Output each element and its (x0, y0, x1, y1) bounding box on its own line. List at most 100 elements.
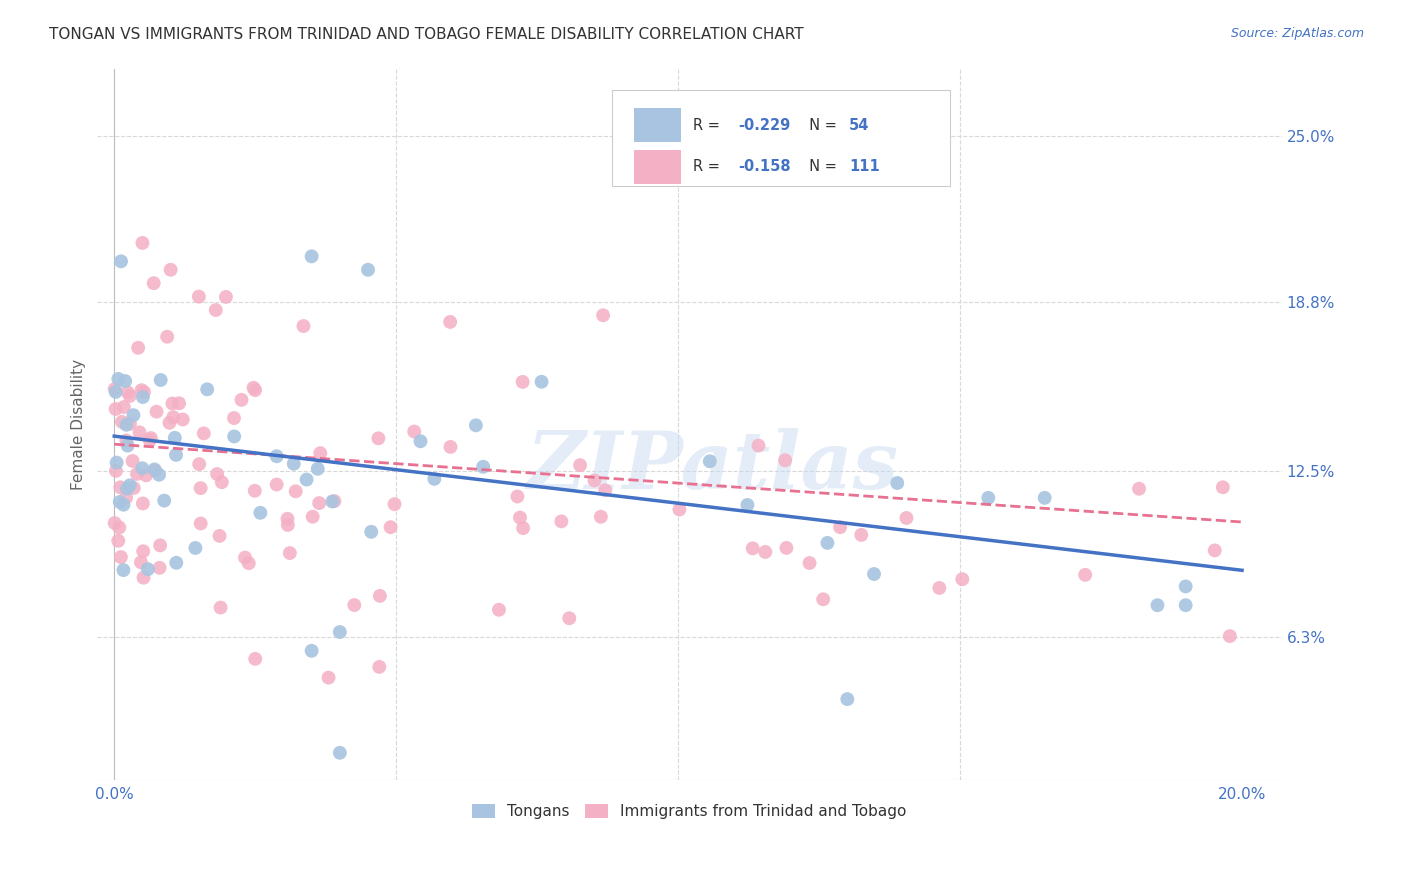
Point (1219, 629, 1241, 643)
Point (121, 454, 143, 468)
Y-axis label: Female Disability: Female Disability (72, 359, 86, 490)
FancyBboxPatch shape (613, 90, 950, 186)
Point (211, 475, 233, 490)
Point (104, 382, 127, 396)
Point (205, 467, 228, 481)
Point (163, 431, 186, 445)
Point (117, 385, 139, 400)
Point (977, 491, 1000, 505)
Point (135, 468, 157, 483)
Point (283, 457, 305, 471)
Point (384, 497, 406, 511)
Point (472, 459, 495, 474)
Point (380, 520, 402, 534)
Point (188, 457, 211, 471)
Point (295, 473, 318, 487)
Point (167, 396, 190, 410)
Point (863, 567, 886, 582)
Point (104, 516, 127, 530)
Point (368, 589, 391, 603)
Point (509, 510, 531, 524)
Point (699, 454, 721, 468)
Point (132, 496, 155, 510)
Point (112, 400, 135, 414)
Point (118, 417, 141, 431)
Point (741, 541, 763, 556)
Point (367, 431, 389, 445)
Point (165, 556, 187, 570)
Point (506, 490, 529, 504)
Point (127, 341, 149, 355)
Point (193, 426, 215, 441)
Point (589, 509, 612, 524)
Point (318, 671, 340, 685)
Point (131, 235, 153, 250)
Point (139, 431, 162, 445)
Point (276, 512, 298, 526)
Point (149, 538, 172, 552)
Point (754, 545, 776, 559)
Point (233, 550, 256, 565)
Point (530, 375, 553, 389)
Point (162, 410, 184, 425)
Point (266, 477, 288, 491)
Point (108, 495, 131, 509)
Point (569, 458, 592, 472)
Text: -0.158: -0.158 (738, 159, 790, 174)
Point (122, 481, 145, 495)
Point (592, 308, 614, 322)
Point (928, 581, 950, 595)
Point (343, 598, 366, 612)
Point (368, 660, 391, 674)
Point (1146, 598, 1168, 612)
Point (329, 625, 352, 640)
Point (104, 384, 127, 399)
Point (145, 405, 167, 419)
Point (464, 418, 486, 433)
Text: 54: 54 (849, 118, 870, 133)
Point (811, 592, 834, 607)
Point (208, 529, 231, 543)
Point (122, 408, 145, 422)
Point (149, 373, 172, 387)
Point (737, 498, 759, 512)
Point (851, 528, 873, 542)
Text: Source: ZipAtlas.com: Source: ZipAtlas.com (1230, 27, 1364, 40)
Point (132, 571, 155, 585)
Point (115, 417, 138, 432)
Point (118, 478, 141, 492)
Text: -0.229: -0.229 (738, 118, 790, 133)
Point (277, 517, 299, 532)
Point (187, 290, 209, 304)
Point (105, 456, 128, 470)
Point (799, 556, 821, 570)
Point (301, 249, 323, 263)
Point (125, 467, 148, 481)
Point (837, 692, 859, 706)
Point (190, 481, 212, 495)
Bar (634, 150, 681, 184)
Point (1074, 567, 1097, 582)
Point (153, 493, 176, 508)
Point (773, 453, 796, 467)
Point (162, 396, 184, 410)
Point (224, 429, 246, 443)
Point (329, 746, 352, 760)
Point (110, 480, 132, 494)
Point (204, 303, 226, 318)
Text: TONGAN VS IMMIGRANTS FROM TRINIDAD AND TOBAGO FEMALE DISABILITY CORRELATION CHAR: TONGAN VS IMMIGRANTS FROM TRINIDAD AND T… (49, 27, 804, 42)
Point (301, 644, 323, 658)
Point (886, 475, 908, 490)
Point (896, 511, 918, 525)
Point (132, 544, 155, 558)
Point (118, 389, 141, 403)
Point (404, 425, 426, 439)
Point (172, 412, 194, 426)
Point (245, 652, 267, 666)
Point (107, 372, 129, 386)
Point (112, 563, 135, 577)
Point (1174, 579, 1197, 593)
Point (439, 440, 461, 454)
Point (550, 514, 572, 528)
Point (1174, 598, 1197, 612)
